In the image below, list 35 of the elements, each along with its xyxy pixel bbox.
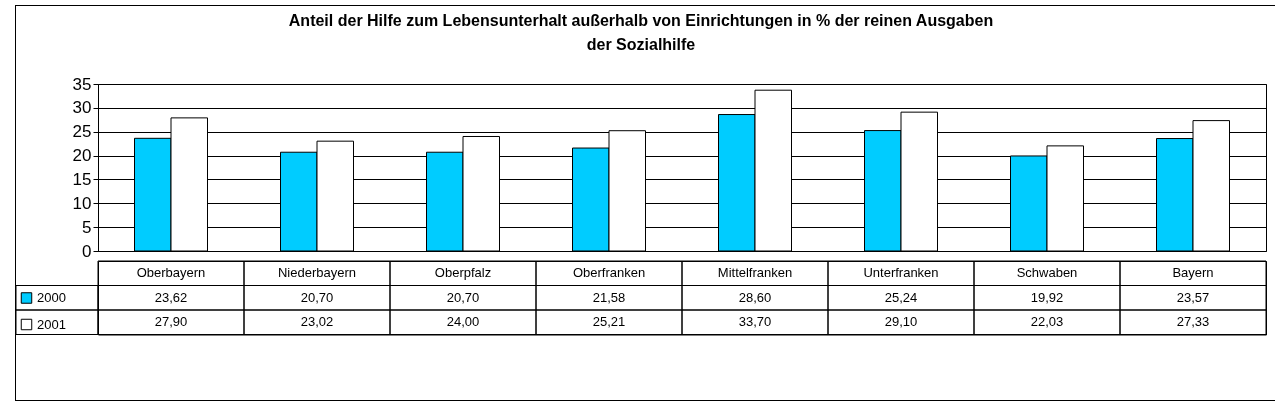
data-label: 20,70 (446, 289, 480, 305)
data-label: 23,62 (154, 289, 188, 305)
data-label: 28,60 (738, 289, 772, 305)
data-label: 23,02 (300, 314, 334, 330)
y-tick-label: 0 (82, 241, 92, 261)
data-label: 25,24 (884, 289, 918, 305)
y-tick-label: 30 (72, 98, 92, 118)
y-tick-label: 20 (72, 146, 92, 166)
y-tick-label: 35 (72, 74, 92, 94)
x-tick-label: Oberbayern (136, 265, 206, 281)
y-tick-label: 5 (82, 217, 92, 237)
data-label: 27,33 (1176, 314, 1210, 330)
data-label: 33,70 (738, 314, 772, 330)
y-tick-label: 25 (72, 122, 92, 142)
x-tick-label: Mittelfranken (717, 265, 793, 281)
x-tick-label: Bayern (1172, 265, 1214, 281)
data-label: 23,57 (1176, 289, 1210, 305)
x-tick-label: Unterfranken (863, 265, 939, 281)
y-tick-label: 15 (72, 169, 92, 189)
legend-label: 2000 (37, 290, 66, 305)
data-label: 29,10 (884, 314, 918, 330)
chart-title: Anteil der Hilfe zum Lebensunterhalt außerhalb von Einrichtungen in % der reinen Ausgaben der Sozialhilfe (288, 11, 994, 53)
x-tick-label: Oberfranken (572, 265, 646, 281)
x-tick-label: Niederbayern (277, 265, 357, 281)
data-label: 19,92 (1030, 289, 1064, 305)
data-label: 21,58 (592, 289, 626, 305)
data-label: 20,70 (300, 289, 334, 305)
data-label: 25,21 (592, 314, 626, 330)
legend-label: 2001 (37, 316, 66, 332)
data-label: 27,90 (154, 314, 188, 330)
x-tick-label: Oberpfalz (434, 265, 492, 281)
x-tick-label: Schwaben (1016, 265, 1078, 281)
data-label: 24,00 (446, 314, 480, 330)
y-tick-label: 10 (72, 193, 92, 213)
data-label: 22,03 (1030, 314, 1064, 330)
